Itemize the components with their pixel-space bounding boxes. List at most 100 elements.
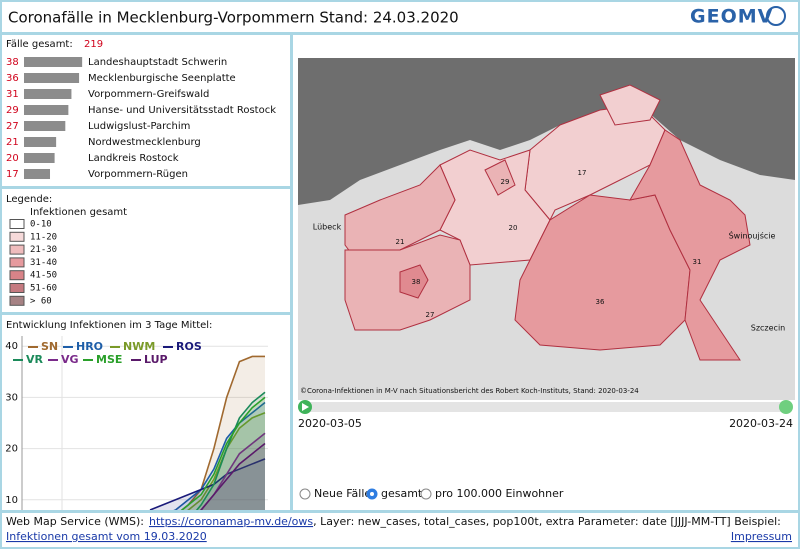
plot xyxy=(149,355,266,510)
imprint-link[interactable]: Impressum xyxy=(731,530,792,543)
radio[interactable] xyxy=(299,488,311,500)
district-label: 29 xyxy=(501,178,510,186)
district-label: 21 xyxy=(396,238,405,246)
footer xyxy=(0,511,800,549)
legend-swatch xyxy=(9,270,25,281)
legend-swatch xyxy=(9,283,25,293)
legend-label: 11-20 xyxy=(30,232,57,242)
y-tick-label: 10 xyxy=(5,495,18,506)
district[interactable] xyxy=(629,129,751,361)
district-name: Landeshauptstadt Schwerin xyxy=(88,57,227,68)
series-area xyxy=(150,356,265,510)
case-bar xyxy=(24,121,66,131)
series-line xyxy=(180,355,265,510)
series-line xyxy=(199,442,266,510)
place-label: Lübeck xyxy=(313,223,342,232)
case-count: 31 xyxy=(6,89,19,100)
legend-entry[interactable]: VR xyxy=(26,353,44,366)
legend-entry[interactable]: NWM xyxy=(123,340,155,353)
series-area xyxy=(150,397,265,510)
legend-swatch xyxy=(9,257,25,268)
case-count: 17 xyxy=(6,169,19,180)
case-bar xyxy=(24,153,55,163)
legend-entry[interactable]: SN xyxy=(41,340,58,353)
y-tick-label: 20 xyxy=(5,444,18,455)
legend-panel xyxy=(0,187,292,314)
district-label: 17 xyxy=(578,169,587,177)
district-label: 31 xyxy=(693,258,702,266)
case-bar xyxy=(24,57,83,67)
case-bar xyxy=(24,137,57,147)
legend-label: 31-40 xyxy=(30,258,57,268)
district[interactable] xyxy=(599,84,661,126)
radio-label[interactable]: gesamt xyxy=(381,487,423,500)
series-area xyxy=(150,392,265,510)
case-count: 20 xyxy=(6,153,19,164)
legend-label: > 60 xyxy=(30,296,52,306)
legend-swatch xyxy=(9,244,25,255)
district-label: 20 xyxy=(509,224,518,232)
series-area xyxy=(150,433,265,510)
series-area xyxy=(150,443,265,510)
series-line xyxy=(187,412,266,510)
end-date: 2020-03-24 xyxy=(729,417,793,430)
district-name: Nordwestmecklenburg xyxy=(88,137,201,148)
header xyxy=(0,0,800,34)
slider-track[interactable] xyxy=(305,402,786,412)
district-name: Vorpommern-Greifswald xyxy=(88,89,209,100)
case-count: 38 xyxy=(6,57,19,68)
place-label: Szczecin xyxy=(751,324,786,333)
radio-label[interactable]: pro 100.000 Einwohner xyxy=(435,487,564,500)
chart-title: Entwicklung Infektionen im 3 Tage Mittel… xyxy=(6,320,212,331)
district-label: 38 xyxy=(412,278,421,286)
district-label: 27 xyxy=(426,311,435,319)
legend-swatch xyxy=(9,219,25,229)
place-label: Świnoujście xyxy=(729,230,776,241)
radio-label[interactable]: Neue Fälle xyxy=(314,487,371,500)
legend-subtitle: Infektionen gesamt xyxy=(30,207,127,218)
district-name: Mecklenburgische Seenplatte xyxy=(88,73,236,84)
district[interactable] xyxy=(399,264,429,299)
start-date: 2020-03-05 xyxy=(298,417,362,430)
legend-label: 51-60 xyxy=(30,284,57,294)
district[interactable] xyxy=(484,159,516,196)
radio[interactable] xyxy=(420,488,432,500)
legend-label: 41-50 xyxy=(30,271,57,281)
legend-entry[interactable]: MSE xyxy=(96,353,122,366)
legend-entry[interactable]: ROS xyxy=(176,340,202,353)
district-name: Landkreis Rostock xyxy=(88,153,179,164)
cases-total: 219 xyxy=(84,39,103,50)
case-bar xyxy=(24,89,72,99)
footer-params: , Layer: new_cases, total_cases, pop100t… xyxy=(313,515,781,528)
district-label: 36 xyxy=(596,298,605,306)
wms-link[interactable]: https://coronamap-mv.de/ows xyxy=(149,515,313,528)
series-line xyxy=(173,401,266,510)
slider-handle[interactable] xyxy=(779,400,793,414)
y-tick-label: 40 xyxy=(5,341,18,352)
legend-title: Legende: xyxy=(6,194,52,205)
logo-globe xyxy=(766,6,786,26)
series-line xyxy=(195,391,266,510)
play-icon xyxy=(302,403,309,411)
legend-entry[interactable]: HRO xyxy=(76,340,103,353)
case-bar xyxy=(24,105,69,115)
district-name: Hanse- und Universitätsstadt Rostock xyxy=(88,105,276,116)
legend-entry[interactable]: LUP xyxy=(144,353,168,366)
series-line xyxy=(149,458,266,510)
legend-swatch xyxy=(9,231,25,242)
radio-dot xyxy=(370,492,374,496)
legend-entry[interactable]: VG xyxy=(61,353,79,366)
district-name: Ludwigslust-Parchim xyxy=(88,121,190,132)
district-name: Vorpommern-Rügen xyxy=(88,169,188,180)
case-bar xyxy=(24,73,80,83)
series-area xyxy=(150,458,265,510)
cases-label: Fälle gesamt: xyxy=(6,39,73,50)
logo[interactable]: GEOMV xyxy=(690,6,773,28)
case-bar xyxy=(24,169,51,179)
example-link[interactable]: Infektionen gesamt vom 19.03.2020 xyxy=(6,530,207,543)
y-tick-label: 30 xyxy=(5,392,18,403)
case-count: 21 xyxy=(6,137,19,148)
legend-swatch xyxy=(9,295,25,306)
case-count: 29 xyxy=(6,105,19,116)
